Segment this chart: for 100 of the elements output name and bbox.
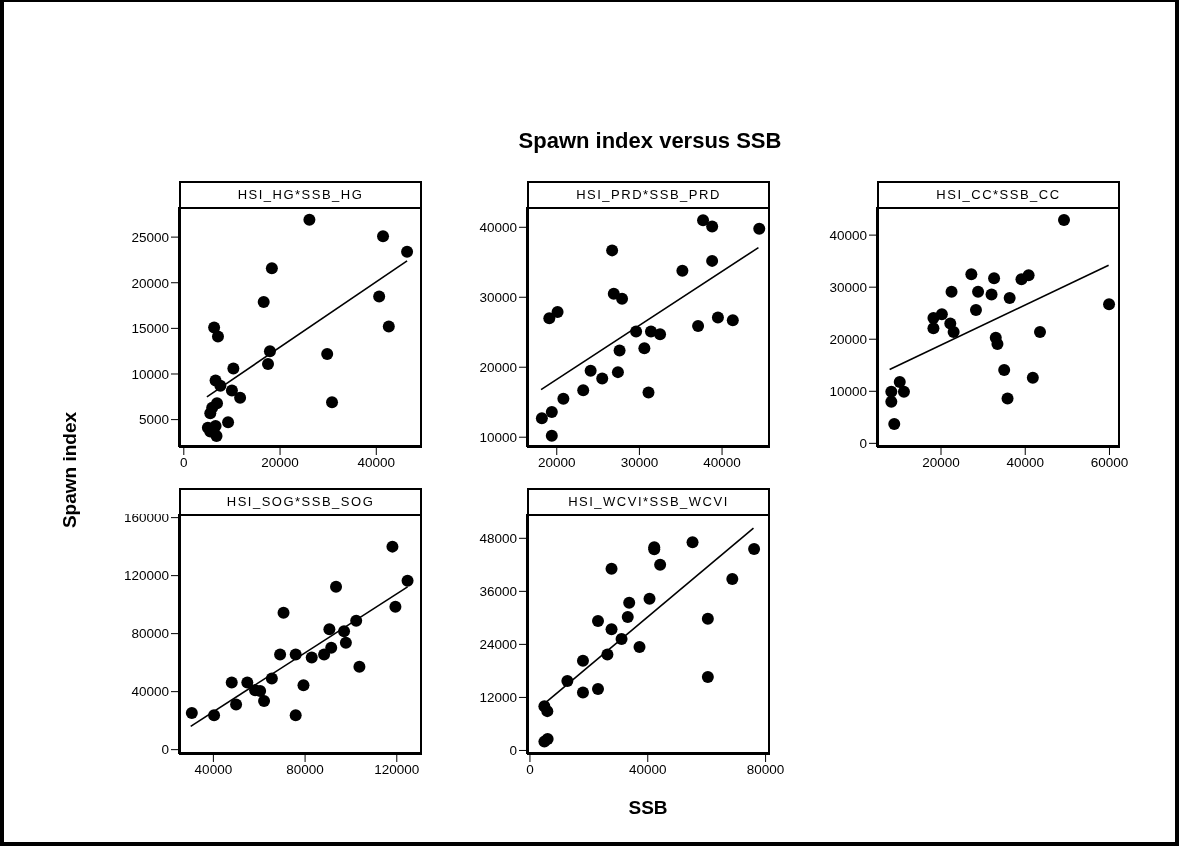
point <box>947 325 960 338</box>
point <box>1103 298 1116 311</box>
point <box>748 542 761 555</box>
point <box>596 372 609 385</box>
point <box>893 375 906 388</box>
point <box>241 676 254 689</box>
y-axis-title: Spawn index <box>59 411 81 529</box>
point <box>692 319 705 332</box>
y-tick-label: 15000 <box>131 321 169 337</box>
point <box>543 312 556 325</box>
y-tick-label: 20000 <box>479 360 517 376</box>
point <box>654 328 667 341</box>
x-tick-label: 0 <box>180 454 188 470</box>
point <box>605 562 618 575</box>
point <box>642 386 655 399</box>
point <box>377 230 390 243</box>
point <box>988 272 1001 285</box>
point <box>969 304 982 317</box>
point <box>611 366 624 379</box>
point <box>643 592 656 605</box>
point <box>706 220 719 233</box>
y-tick-label: 20000 <box>131 275 169 291</box>
point <box>225 384 238 397</box>
point <box>885 395 898 408</box>
y-tick-label: 10000 <box>829 384 867 400</box>
point <box>389 600 402 613</box>
point <box>676 264 689 277</box>
point <box>330 580 343 593</box>
x-axis-title: SSB <box>628 797 668 819</box>
y-tick-label: 40000 <box>829 227 867 243</box>
point <box>401 245 414 258</box>
x-tick-label: 30000 <box>620 454 659 470</box>
x-tick-label: 40000 <box>1006 454 1045 470</box>
point <box>654 558 667 571</box>
point <box>985 288 998 301</box>
y-tick-label: 10000 <box>131 366 169 382</box>
point <box>576 686 589 699</box>
point <box>605 623 618 636</box>
point <box>305 651 318 664</box>
y-tick-label: 12000 <box>479 690 517 706</box>
x-tick-label: 20000 <box>261 454 299 470</box>
x-tick-label: 0 <box>526 761 534 777</box>
point <box>551 305 564 318</box>
y-tick-label: 48000 <box>479 531 517 547</box>
x-tick-label: 20000 <box>537 454 576 470</box>
point <box>965 268 978 281</box>
x-tick-label: 80000 <box>746 761 785 777</box>
point <box>591 683 604 696</box>
y-tick-label: 30000 <box>829 279 867 295</box>
y-tick-label: 40000 <box>131 684 169 700</box>
point <box>1057 214 1070 227</box>
y-tick-label: 36000 <box>479 584 517 600</box>
point <box>274 648 287 661</box>
point <box>265 262 278 275</box>
x-tick-label: 20000 <box>922 454 960 470</box>
point <box>545 429 558 442</box>
y-tick-label: 0 <box>161 742 169 758</box>
point <box>577 384 590 397</box>
point <box>576 654 589 667</box>
point <box>927 311 940 324</box>
point <box>382 320 395 333</box>
point <box>323 623 336 636</box>
x-tick-label: 120000 <box>374 761 420 777</box>
point <box>927 322 940 335</box>
point <box>234 391 247 404</box>
point <box>1033 325 1046 338</box>
point <box>1026 371 1039 384</box>
point <box>208 321 221 334</box>
point <box>225 676 238 689</box>
point <box>616 292 629 305</box>
point <box>633 641 646 654</box>
point <box>591 614 604 627</box>
point <box>613 344 626 357</box>
point <box>535 412 548 425</box>
point <box>318 648 331 661</box>
y-tick-label: 10000 <box>479 430 517 445</box>
chart-title: HSI_PRD*SSB_PRD <box>527 181 770 207</box>
point <box>373 290 386 303</box>
point <box>623 596 636 609</box>
y-tick-label: 24000 <box>479 637 517 653</box>
point <box>697 214 710 227</box>
point <box>701 671 714 684</box>
point <box>222 416 235 429</box>
point <box>545 406 558 419</box>
chart-title: HSI_SOG*SSB_SOG <box>179 488 422 514</box>
point <box>972 285 985 298</box>
point <box>726 572 739 585</box>
point <box>386 540 399 553</box>
y-tick-label: 80000 <box>131 626 169 642</box>
point <box>326 396 339 409</box>
point <box>606 244 619 257</box>
point <box>945 285 958 298</box>
point <box>621 610 634 623</box>
point <box>1015 273 1028 286</box>
chart-title: HSI_CC*SSB_CC <box>877 181 1120 207</box>
y-tick-label: 0 <box>859 436 867 452</box>
point <box>401 574 414 587</box>
chart-title: HSI_WCVI*SSB_WCVI <box>527 488 770 514</box>
point <box>303 213 316 226</box>
y-tick-label: 0 <box>509 743 517 759</box>
